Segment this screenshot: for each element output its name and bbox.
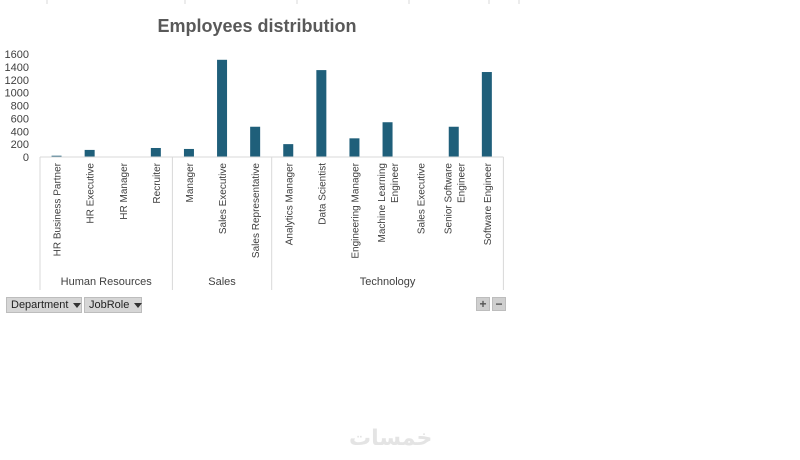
x-tick-label: HR Manager xyxy=(119,162,130,219)
sheet-gridlines xyxy=(46,0,520,4)
department-field-label: Department xyxy=(11,299,69,311)
bar xyxy=(448,126,459,157)
bar xyxy=(150,147,161,157)
group-label: Technology xyxy=(360,276,416,288)
bar xyxy=(183,148,194,157)
bar xyxy=(51,155,62,157)
watermark-logo: خمسات xyxy=(349,426,433,451)
collapse-field-button[interactable]: − xyxy=(492,297,506,311)
x-tick-label: Recruiter xyxy=(152,162,163,203)
expand-field-button[interactable]: + xyxy=(476,297,490,311)
bar xyxy=(217,59,228,158)
chevron-down-icon xyxy=(134,302,143,308)
x-tick-label: Engineer xyxy=(390,162,401,203)
y-tick-label: 1400 xyxy=(5,62,29,74)
y-tick-label: 600 xyxy=(11,113,29,125)
group-label: Human Resources xyxy=(61,276,153,288)
y-tick-label: 1600 xyxy=(5,49,29,61)
jobrole-field-label: JobRole xyxy=(89,299,130,311)
y-tick-label: 0 xyxy=(23,152,29,164)
x-tick-label: Analytics Manager xyxy=(284,162,295,245)
x-tick-label: Data Scientist xyxy=(317,163,328,225)
jobrole-field-button[interactable]: JobRole xyxy=(84,297,143,313)
chevron-down-icon xyxy=(73,302,82,308)
x-tick-label: HR Business Partner xyxy=(53,162,64,256)
y-tick-label: 200 xyxy=(11,139,29,151)
x-tick-label: Software Engineer xyxy=(483,162,494,245)
bar xyxy=(84,149,95,157)
y-tick-label: 1000 xyxy=(5,88,29,100)
y-tick-label: 800 xyxy=(11,101,29,113)
x-tick-label: Sales Executive xyxy=(218,163,229,235)
department-field-button[interactable]: Department xyxy=(6,297,82,313)
group-label: Sales xyxy=(208,276,236,288)
x-tick-label: HR Executive xyxy=(86,163,97,224)
x-tick-label: Sales Executive xyxy=(417,163,428,235)
x-tick-label: Sales Representative xyxy=(251,163,262,258)
bar xyxy=(316,70,327,157)
x-tick-label: Manager xyxy=(185,162,196,202)
y-tick-label: 1200 xyxy=(5,75,29,87)
x-tick-label: Senior Software xyxy=(443,163,454,235)
bar xyxy=(382,122,393,157)
x-tick-label: Engineer xyxy=(456,162,467,203)
chart-svg: Employees distribution020040060080010001… xyxy=(5,16,504,290)
x-tick-label: Engineering Manager xyxy=(350,162,361,258)
chart-title: Employees distribution xyxy=(157,16,356,36)
x-tick-label: Machine Learning xyxy=(377,163,388,243)
bar xyxy=(283,144,294,157)
y-tick-label: 400 xyxy=(11,126,29,138)
chart-area[interactable]: Employees distribution 0 200 400 600 800 1000 1… xyxy=(0,0,520,300)
bar xyxy=(250,126,261,157)
bar xyxy=(481,72,492,157)
bar xyxy=(349,138,360,157)
